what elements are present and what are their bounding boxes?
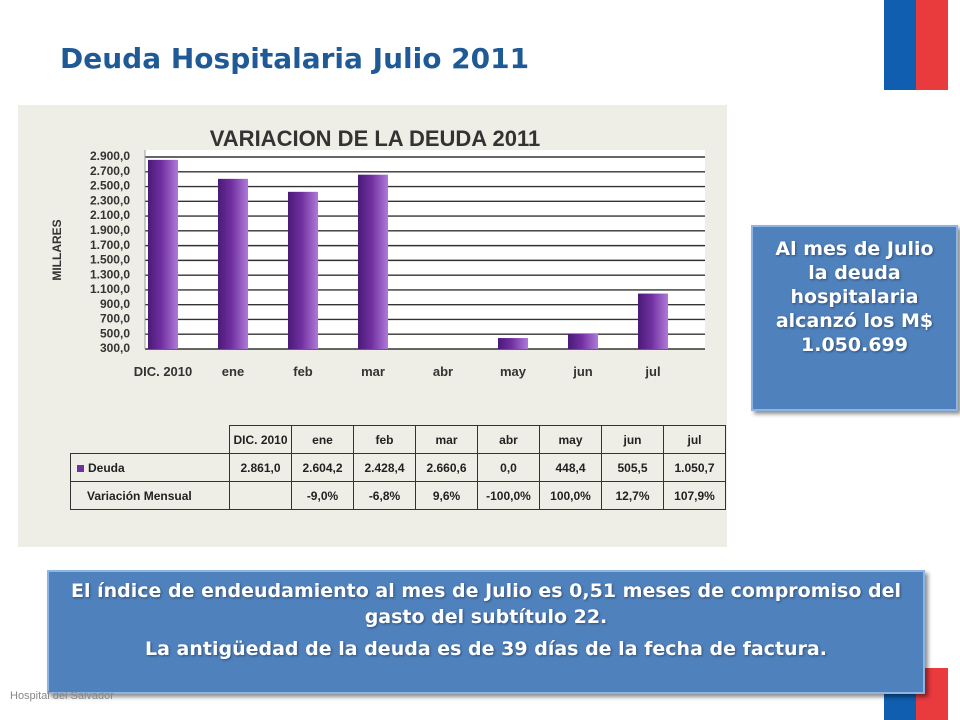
- y-tick-label: 1.300,0: [90, 267, 130, 281]
- y-tick-label: 700,0: [100, 312, 130, 326]
- table-value: 2.604,2: [291, 453, 354, 482]
- x-tick-label: ene: [221, 364, 245, 379]
- table-variation: -100,0%: [477, 481, 540, 510]
- table-series-label: Deuda: [70, 453, 230, 482]
- y-tick-label: 1.500,0: [90, 253, 130, 267]
- table-header: mar: [415, 425, 478, 454]
- bar: [498, 338, 528, 349]
- x-tick-label: may: [499, 364, 527, 379]
- x-tick-label: mar: [361, 364, 385, 379]
- y-tick-label: 1.700,0: [90, 238, 130, 252]
- table-row-label: Variación Mensual: [70, 481, 230, 510]
- table-value: 0,0: [477, 453, 540, 482]
- table-header: feb: [353, 425, 416, 454]
- table-variation: 100,0%: [539, 481, 602, 510]
- callout-line: El índice de endeudamiento al mes de Jul…: [70, 580, 902, 628]
- table-value: 1.050,7: [663, 453, 726, 482]
- x-tick-label: feb: [293, 364, 313, 379]
- table-value: 2.861,0: [229, 453, 292, 482]
- table-variation: 107,9%: [663, 481, 726, 510]
- x-tick-label: DIC. 2010: [133, 364, 193, 379]
- y-tick-label: 1.900,0: [90, 223, 130, 237]
- table-header: may: [539, 425, 602, 454]
- bar: [568, 333, 598, 349]
- slide-title: Deuda Hospitalaria Julio 2011: [60, 42, 530, 75]
- y-tick-label: 500,0: [100, 326, 130, 340]
- y-axis-label: MILLARES: [50, 219, 64, 280]
- table-header: jun: [601, 425, 664, 454]
- flag-blue: [884, 0, 916, 90]
- y-tick-label: 1.100,0: [90, 282, 130, 296]
- y-tick-label: 2.700,0: [90, 164, 130, 178]
- bar: [288, 191, 318, 349]
- y-tick-label: 2.900,0: [90, 149, 130, 163]
- chart-title: VARIACION DE LA DEUDA 2011: [210, 126, 540, 151]
- bar: [638, 293, 668, 349]
- table-header: DIC. 2010: [229, 425, 292, 454]
- callout-line: La antigüedad de la deuda es de 39 días …: [145, 638, 827, 660]
- bar: [358, 174, 388, 349]
- y-tick-label: 900,0: [100, 297, 130, 311]
- y-tick-label: 2.300,0: [90, 193, 130, 207]
- callout-bottom: El índice de endeudamiento al mes de Jul…: [47, 570, 925, 694]
- table-variation: -6,8%: [353, 481, 416, 510]
- table-corner: [71, 426, 230, 454]
- table-variation: -9,0%: [291, 481, 354, 510]
- table-value: 2.660,6: [415, 453, 478, 482]
- y-tick-label: 2.500,0: [90, 179, 130, 193]
- table-value: 448,4: [539, 453, 602, 482]
- flag-red: [916, 0, 948, 90]
- table-header: jul: [663, 425, 726, 454]
- bar: [218, 178, 248, 349]
- x-tick-label: jun: [573, 364, 593, 379]
- x-tick-label: jul: [645, 364, 661, 379]
- data-table: DIC. 2010 ene feb mar abr may jun jul Deuda 2.86…: [70, 425, 726, 510]
- bar: [148, 159, 178, 349]
- legend-label: Deuda: [88, 460, 125, 475]
- callout-right: Al mes de Julio la deuda hospitalaria al…: [751, 225, 958, 411]
- table-header: abr: [477, 425, 540, 454]
- legend-swatch: [77, 464, 84, 472]
- table-variation: 9,6%: [415, 481, 478, 510]
- table-header: ene: [291, 425, 354, 454]
- footer: Hospital del Salvador: [10, 690, 114, 702]
- x-tick-label: abr: [432, 364, 454, 379]
- y-tick-label: 2.100,0: [90, 208, 130, 222]
- y-tick-label: 300,0: [100, 341, 130, 355]
- table-variation: 12,7%: [601, 481, 664, 510]
- table-value: 505,5: [601, 453, 664, 482]
- table-variation: [229, 481, 292, 510]
- table-value: 2.428,4: [353, 453, 416, 482]
